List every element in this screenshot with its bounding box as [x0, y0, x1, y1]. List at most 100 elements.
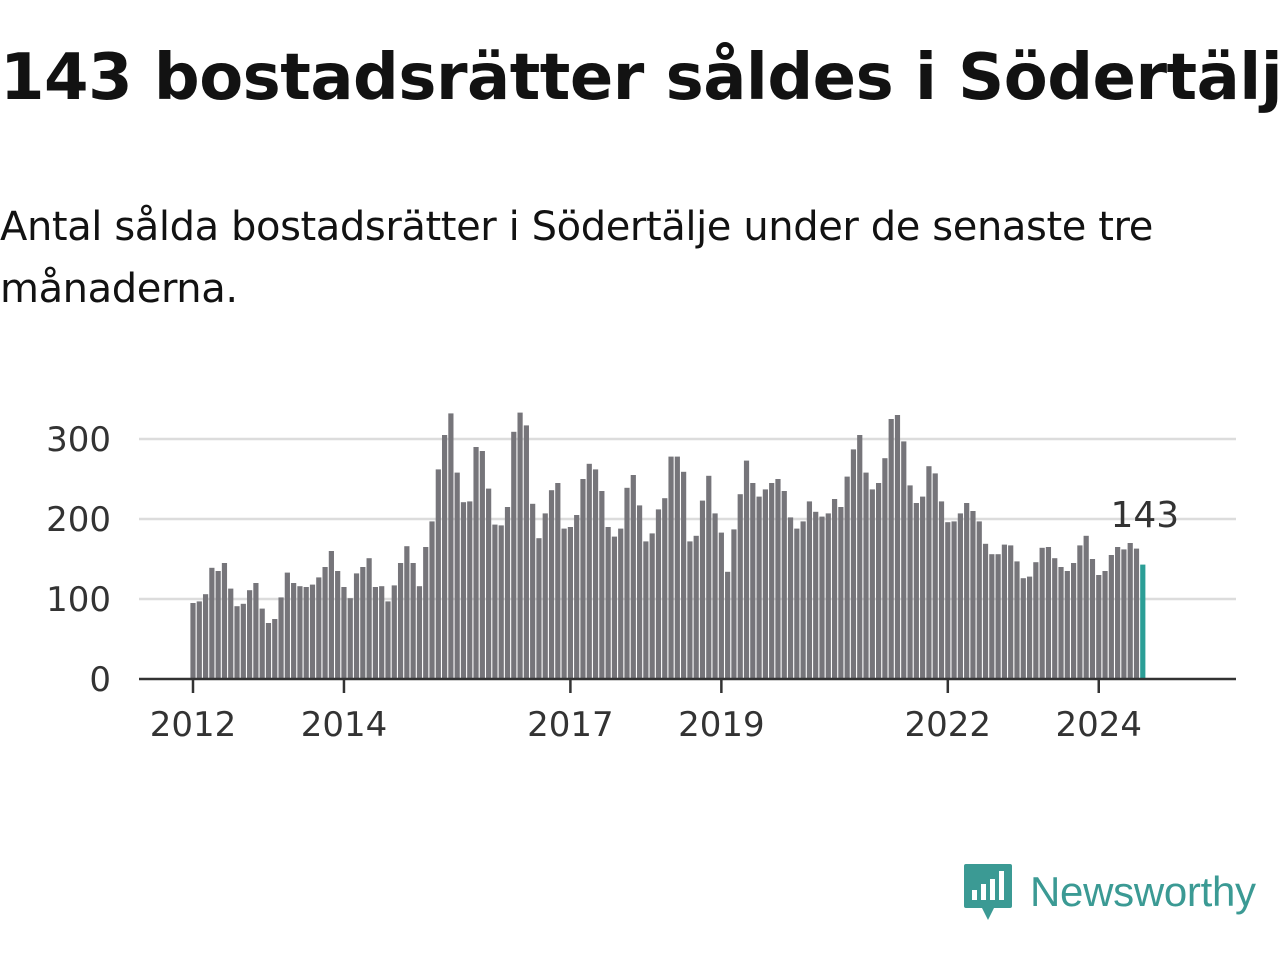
x-tick-label: 2024 — [1055, 705, 1142, 745]
bar — [234, 606, 240, 679]
bar — [781, 491, 787, 679]
y-axis-labels: 0 100 200 300 — [46, 420, 111, 700]
bar — [769, 483, 775, 679]
bar — [951, 521, 957, 679]
bar — [366, 558, 372, 679]
y-tick-label: 300 — [46, 420, 111, 460]
bar — [876, 483, 882, 679]
bar — [964, 503, 970, 679]
bar — [215, 571, 221, 679]
bar — [618, 528, 624, 679]
bar — [743, 460, 750, 679]
bar — [391, 585, 397, 679]
bar — [662, 498, 668, 679]
bar — [1121, 549, 1127, 679]
bar — [454, 472, 460, 679]
bar — [259, 608, 265, 679]
bar — [316, 577, 322, 679]
x-axis-ticks — [191, 679, 1101, 693]
bar — [731, 529, 737, 679]
bar — [511, 431, 517, 679]
bar — [309, 584, 316, 679]
bar — [473, 447, 479, 679]
bar — [907, 485, 913, 679]
bar — [1058, 567, 1064, 679]
bar — [335, 571, 341, 679]
bar — [819, 516, 825, 679]
bar — [775, 479, 781, 679]
bar — [945, 522, 951, 679]
bar — [372, 587, 379, 679]
bar — [567, 527, 573, 679]
bar — [869, 489, 875, 679]
bar — [605, 527, 611, 679]
y-tick-label: 0 — [89, 660, 111, 700]
bar — [580, 479, 586, 679]
bar — [416, 586, 423, 679]
bar — [435, 469, 441, 679]
bar — [1096, 575, 1102, 679]
bar — [278, 597, 284, 679]
bar — [750, 483, 756, 679]
bar — [982, 543, 989, 679]
bar — [284, 572, 290, 679]
last-value-label: 143 — [1110, 495, 1179, 536]
bar — [536, 538, 542, 679]
bar-series — [190, 412, 1146, 679]
bar — [397, 563, 404, 679]
bar — [322, 567, 328, 679]
bar — [247, 590, 253, 679]
bar — [347, 598, 353, 679]
bar — [649, 533, 655, 679]
chart-subtitle: Antal sålda bostadsrätter i Södertälje u… — [0, 204, 1153, 312]
bar — [668, 456, 674, 679]
bar — [1077, 545, 1083, 679]
x-axis-labels: 2012 2014 2017 2019 2022 2024 — [150, 705, 1142, 745]
bar — [498, 525, 504, 679]
bar — [561, 528, 567, 679]
bar — [655, 509, 662, 679]
bar — [265, 623, 272, 679]
bar — [857, 435, 863, 679]
bar — [410, 563, 416, 679]
bar — [1033, 562, 1039, 679]
bar — [517, 412, 523, 679]
bar — [712, 513, 718, 679]
bar — [1039, 547, 1045, 679]
bar — [831, 499, 838, 679]
bar — [530, 503, 536, 679]
bar — [706, 475, 712, 679]
bar — [1026, 576, 1033, 679]
bar — [1127, 543, 1133, 679]
bar — [1071, 563, 1077, 679]
bar — [1045, 547, 1052, 679]
bar — [423, 547, 429, 679]
bar — [548, 490, 555, 679]
bar — [504, 507, 511, 679]
bar — [448, 413, 454, 679]
newsworthy-logo: Newsworthy — [962, 862, 1256, 922]
bar — [460, 502, 467, 679]
bar — [674, 456, 680, 679]
bar — [574, 515, 580, 679]
bar — [297, 586, 303, 679]
bar — [901, 441, 907, 679]
bar — [995, 554, 1001, 679]
bar — [894, 415, 901, 679]
bar — [913, 503, 919, 679]
bar — [404, 546, 410, 679]
bar — [976, 521, 982, 679]
bar — [1064, 571, 1070, 679]
x-tick-label: 2014 — [301, 705, 388, 745]
bar — [542, 513, 548, 679]
bar — [586, 463, 592, 679]
bar — [1052, 558, 1058, 679]
bar — [190, 603, 196, 679]
bar — [303, 587, 309, 679]
bar — [240, 603, 246, 679]
bar — [800, 521, 806, 679]
bar — [196, 601, 202, 679]
newsworthy-logo-icon — [964, 864, 1012, 920]
bar — [920, 496, 926, 679]
bar — [360, 567, 366, 679]
